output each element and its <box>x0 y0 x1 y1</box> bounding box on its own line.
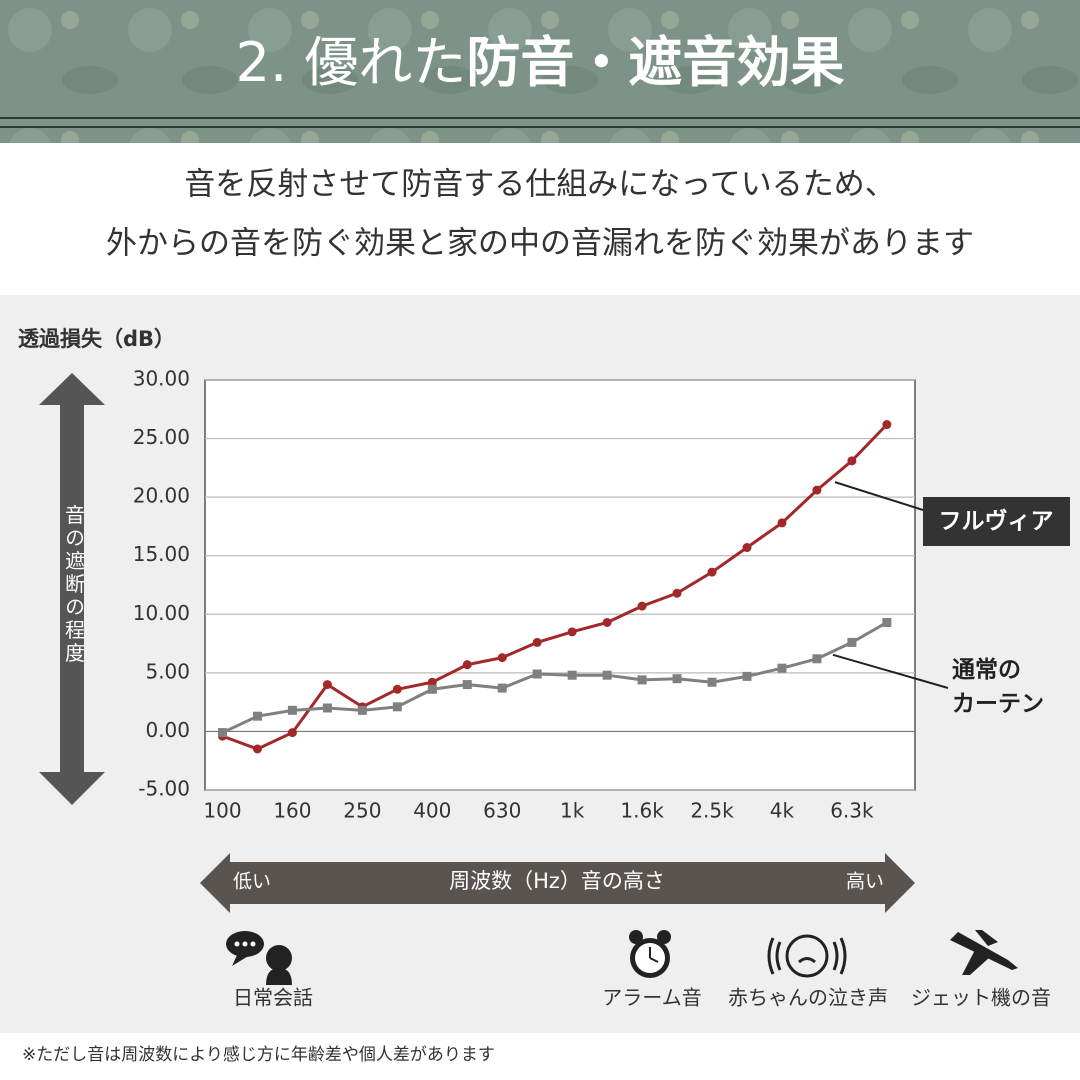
data-point <box>882 617 892 627</box>
data-point <box>532 669 542 679</box>
example-label: 日常会話 <box>233 986 313 1010</box>
data-point <box>392 702 402 712</box>
data-point <box>742 671 752 681</box>
x-tick-label: 1k <box>560 799 585 823</box>
x-tick-label: 2.5k <box>690 799 734 823</box>
x-tick-label: 400 <box>413 799 451 823</box>
y-arrow-label: 音の遮断の程度 <box>62 504 86 665</box>
subtitle: 音を反射させて防音する仕組みになっているため、 <box>184 167 895 203</box>
y-tick-label: 0.00 <box>145 718 190 742</box>
data-point <box>812 654 822 664</box>
y-tick-label: -5.00 <box>138 777 190 801</box>
data-point <box>777 518 787 528</box>
x-tick-label: 630 <box>483 799 521 823</box>
x-tick-label: 160 <box>273 799 311 823</box>
x-tick-label: 1.6k <box>620 799 664 823</box>
data-point <box>567 627 577 637</box>
y-tick-label: 30.00 <box>133 367 190 391</box>
legend-box <box>923 497 1070 546</box>
data-point <box>637 601 647 611</box>
data-point <box>847 456 857 466</box>
icon-alarm <box>629 930 671 978</box>
icon-baby <box>767 934 847 978</box>
icon-talk <box>226 931 292 985</box>
data-point <box>567 670 577 680</box>
footnote: ※ただし音は周波数により感じ方に年齢差や個人差があります <box>22 1045 495 1065</box>
data-point <box>287 728 297 738</box>
x-tick-label: 6.3k <box>830 799 874 823</box>
header-bg <box>0 0 1080 143</box>
data-point <box>672 588 682 598</box>
footer-bg <box>0 1033 1080 1080</box>
example-label: 赤ちゃんの泣き声 <box>728 986 888 1010</box>
data-point <box>357 705 367 715</box>
x-tick-label: 250 <box>343 799 381 823</box>
legend-leader <box>832 653 949 689</box>
data-point <box>742 543 752 553</box>
data-point <box>322 680 332 690</box>
data-point <box>217 728 227 738</box>
data-point <box>252 744 262 754</box>
legend-label: フルヴィア <box>939 508 1054 535</box>
data-point <box>392 684 402 694</box>
legend-leader <box>834 481 924 511</box>
y-arrow <box>39 373 105 805</box>
data-point <box>252 711 262 721</box>
x-tick-label: 4k <box>770 799 795 823</box>
data-point <box>602 617 612 627</box>
example-label: アラーム音 <box>602 986 701 1010</box>
series-line <box>221 423 888 751</box>
x-tick-label: 100 <box>203 799 241 823</box>
data-point <box>287 705 297 715</box>
data-point <box>637 675 647 685</box>
data-point <box>602 670 612 680</box>
x-arrow-label: 周波数（Hz）音の高さ <box>449 869 665 893</box>
x-arrow-high: 高い <box>846 871 884 893</box>
data-point <box>462 660 472 670</box>
data-point <box>777 663 787 673</box>
data-point <box>497 683 507 693</box>
x-arrow-low: 低い <box>233 871 271 893</box>
data-point <box>427 677 437 687</box>
y-tick-label: 15.00 <box>133 542 190 566</box>
data-point <box>532 637 542 647</box>
data-point <box>672 674 682 684</box>
y-tick-label: 10.00 <box>133 601 190 625</box>
series-line <box>221 621 888 734</box>
y-tick-label: 20.00 <box>133 484 190 508</box>
y-tick-label: 5.00 <box>145 659 190 683</box>
data-point <box>322 703 332 713</box>
data-point <box>462 680 472 690</box>
legend-label: 通常のカーテン <box>952 657 1044 717</box>
data-point <box>427 684 437 694</box>
intro-bg <box>0 143 1080 295</box>
data-point <box>847 637 857 647</box>
example-label: ジェット機の音 <box>911 986 1051 1010</box>
x-arrow <box>200 853 915 913</box>
data-point <box>812 485 822 495</box>
y-tick-label: 25.00 <box>133 425 190 449</box>
data-point <box>882 420 892 430</box>
y-axis-label: 透過損失（dB） <box>18 327 175 351</box>
data-point <box>497 653 507 663</box>
data-point <box>707 677 717 687</box>
header-title: 2. 優れた防音・遮音効果 <box>236 31 845 94</box>
data-point <box>707 567 717 577</box>
subtitle: 外からの音を防ぐ効果と家の中の音漏れを防ぐ効果があります <box>106 226 974 262</box>
grid <box>205 379 915 791</box>
icon-jet <box>950 930 1018 975</box>
plot-area <box>204 379 916 791</box>
